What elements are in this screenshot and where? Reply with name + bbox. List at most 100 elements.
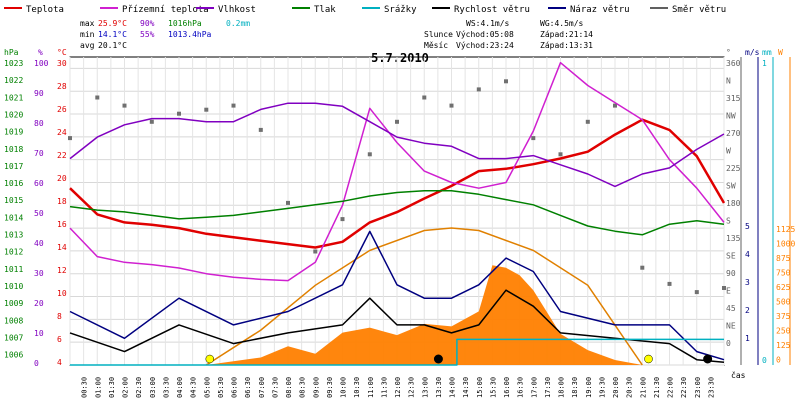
x-tick-label: 22:00	[667, 377, 675, 398]
x-tick-label: 16:30	[517, 377, 525, 398]
y-tick-pct: 0	[34, 359, 39, 368]
y-tick-degc: 20	[57, 174, 67, 183]
wind-direction-point	[613, 103, 617, 108]
x-tick-label: 18:30	[571, 377, 579, 398]
sunrise-marker	[205, 354, 215, 364]
y-tick-hpa: 1015	[4, 196, 23, 205]
sun-set: Západ:21:14	[540, 30, 593, 39]
y-tick-hpa: 1008	[4, 316, 23, 325]
x-tick-label: 13:00	[421, 377, 429, 398]
y-tick-degc: 24	[57, 128, 67, 137]
unit-time: čas	[731, 370, 746, 380]
y-tick-degc: 12	[57, 266, 67, 275]
y-tick-pct: 30	[34, 269, 44, 278]
x-tick-label: 07:00	[258, 377, 266, 398]
stats-max-hum: 90%	[140, 19, 155, 28]
stats-min-temp: 14.1°C	[98, 30, 127, 39]
moon-rise: Východ:23:24	[456, 41, 514, 50]
wind-ws: WS:4.1m/s	[466, 19, 510, 28]
legend-label-srazky: Srážky	[384, 5, 417, 15]
y-tick-pct: 50	[34, 209, 44, 218]
wind-direction-point	[313, 249, 318, 254]
y-tick-dir: W	[726, 147, 731, 156]
y-tick-dir: NW	[726, 112, 736, 121]
y-tick-w: 750	[776, 269, 791, 278]
legend-label-vlhkost: Vlhkost	[218, 5, 256, 15]
x-tick-label: 11:00	[367, 377, 375, 398]
y-tick-degc: 8	[57, 312, 62, 321]
x-tick-label: 16:00	[503, 377, 511, 398]
y-tick-w: 500	[776, 298, 791, 307]
wind-direction-point	[422, 95, 427, 100]
x-tick-label: 14:00	[449, 377, 457, 398]
series-line-0	[69, 118, 726, 249]
y-tick-ms: 4	[745, 250, 750, 259]
stats-rain: 0.2mm	[226, 19, 250, 28]
axes: 00:30 01:00 01:30 02:00 02:30 03:00 03:30 04:00…	[4, 57, 795, 398]
x-tick-label: 09:00	[312, 377, 320, 398]
x-tick-label: 02:00	[122, 377, 130, 398]
wind-direction-point	[95, 95, 100, 100]
stats-max-label: max	[80, 19, 95, 28]
x-tick-label: 08:00	[285, 377, 293, 398]
y-tick-degc: 18	[57, 197, 67, 206]
wind-direction-point	[204, 107, 209, 112]
x-tick-label: 23:30	[707, 377, 715, 398]
y-tick-degc: 26	[57, 105, 67, 114]
y-tick-dir: N	[726, 77, 731, 86]
y-tick-pct: 90	[34, 89, 44, 98]
x-tick-label: 01:00	[94, 377, 102, 398]
y-tick-dir: 270	[726, 129, 741, 138]
y-tick-hpa: 1016	[4, 179, 23, 188]
stats-block: max 25.9°C 90% 1016hPa 0.2mm min 14.1°C …	[80, 19, 250, 50]
x-tick-label: 00:30	[81, 377, 89, 398]
x-tick-label: 10:30	[353, 377, 361, 398]
wind-direction-point	[149, 119, 154, 124]
x-tick-label: 14:30	[462, 377, 470, 398]
y-tick-degc: 10	[57, 289, 67, 298]
y-tick-ms: 5	[745, 222, 750, 231]
series-line-3	[69, 190, 725, 236]
x-tick-label: 10:00	[340, 377, 348, 398]
y-tick-hpa: 1010	[4, 282, 23, 291]
y-tick-hpa: 1022	[4, 76, 23, 85]
y-tick-degc: 22	[57, 151, 67, 160]
y-tick-hpa: 1011	[4, 265, 23, 274]
y-tick-pct: 10	[34, 329, 44, 338]
stats-min-label: min	[80, 30, 95, 39]
y-tick-hpa: 1012	[4, 248, 23, 257]
y-tick-hpa: 1014	[4, 213, 23, 222]
legend: Teplota Přízemní teplota Vlhkost Tlak Sr…	[4, 5, 726, 15]
unit-mm: mm	[762, 48, 772, 57]
y-tick-mm: 0	[762, 356, 767, 365]
y-tick-w: 125	[776, 341, 791, 350]
wind-direction-point	[476, 87, 481, 92]
x-tick-label: 20:00	[612, 377, 620, 398]
series-line-6	[70, 338, 724, 366]
wind-direction-point	[286, 200, 290, 205]
stats-avg-temp: 20.1°C	[98, 41, 127, 50]
y-tick-w: 250	[776, 327, 791, 336]
x-tick-label: 22:30	[680, 377, 688, 398]
y-tick-ms: 2	[745, 306, 750, 315]
wind-direction-point	[340, 217, 345, 222]
y-tick-w: 375	[776, 312, 791, 321]
wind-direction-point	[177, 111, 181, 116]
y-tick-degc: 30	[57, 59, 67, 68]
y-tick-hpa: 1018	[4, 145, 23, 154]
stats-min-press: 1013.4hPa	[168, 30, 212, 39]
x-tick-label: 17:00	[530, 377, 538, 398]
y-tick-dir: 315	[726, 94, 741, 103]
stats-max-temp: 25.9°C	[98, 19, 127, 28]
sun-label: Slunce	[424, 30, 453, 39]
stats-avg-label: avg	[80, 41, 95, 50]
x-tick-label: 04:30	[190, 377, 198, 398]
solar-max-curve	[205, 227, 643, 366]
wind-direction-point	[640, 265, 645, 270]
y-tick-dir: 360	[726, 59, 741, 68]
y-tick-degc: 4	[57, 358, 62, 367]
y-tick-pct: 70	[34, 149, 44, 158]
wind-info: WS:4.1m/s WG:4.5m/s Slunce Východ:05:08 …	[424, 19, 593, 50]
moonset-marker	[433, 354, 443, 364]
